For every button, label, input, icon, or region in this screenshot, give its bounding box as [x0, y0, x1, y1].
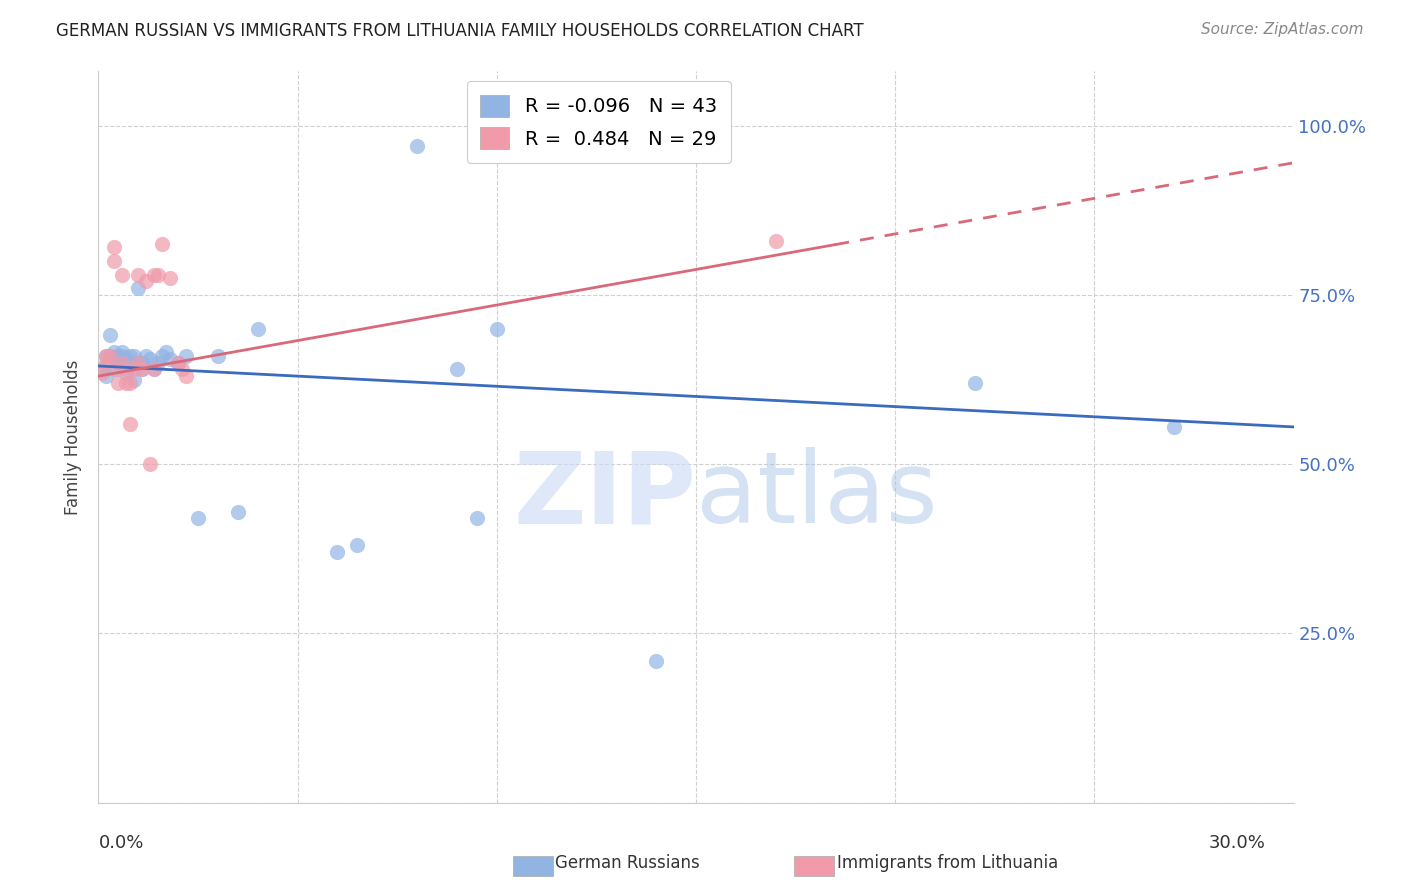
Point — [103, 254, 125, 268]
Point — [174, 349, 197, 363]
Point — [207, 349, 229, 363]
Text: ZIP: ZIP — [513, 447, 696, 544]
Point — [115, 376, 138, 390]
Point — [107, 355, 129, 369]
Point — [406, 139, 429, 153]
Point — [107, 362, 129, 376]
Point — [148, 268, 170, 282]
Point — [159, 271, 181, 285]
Point — [346, 538, 368, 552]
Text: 0.0%: 0.0% — [98, 834, 143, 852]
Point — [226, 505, 249, 519]
Point — [131, 362, 153, 376]
Point — [124, 362, 146, 376]
Point — [143, 362, 166, 376]
Point — [131, 355, 153, 369]
Point — [124, 349, 146, 363]
Point — [100, 328, 122, 343]
Point — [127, 268, 149, 282]
Text: Source: ZipAtlas.com: Source: ZipAtlas.com — [1201, 22, 1364, 37]
Y-axis label: Family Households: Family Households — [65, 359, 83, 515]
Text: German Russians: German Russians — [555, 855, 700, 872]
Point — [103, 345, 125, 359]
Point — [172, 362, 194, 376]
Point — [91, 362, 114, 376]
Point — [143, 362, 166, 376]
Point — [127, 355, 149, 369]
Point — [148, 355, 170, 369]
Point — [167, 355, 190, 369]
Legend: R = -0.096   N = 43, R =  0.484   N = 29: R = -0.096 N = 43, R = 0.484 N = 29 — [467, 81, 731, 163]
Point — [143, 268, 166, 282]
Point — [111, 345, 134, 359]
Point — [107, 349, 129, 363]
Point — [127, 355, 149, 369]
Point — [155, 345, 177, 359]
Point — [246, 322, 269, 336]
Point — [174, 369, 197, 384]
Point — [100, 349, 122, 363]
Point — [465, 511, 488, 525]
Point — [139, 352, 162, 367]
Point — [1163, 420, 1185, 434]
Point — [96, 369, 118, 384]
Point — [107, 376, 129, 390]
Point — [96, 349, 118, 363]
Text: Immigrants from Lithuania: Immigrants from Lithuania — [837, 855, 1057, 872]
Point — [139, 457, 162, 471]
Point — [111, 355, 134, 369]
Point — [150, 237, 173, 252]
Text: GERMAN RUSSIAN VS IMMIGRANTS FROM LITHUANIA FAMILY HOUSEHOLDS CORRELATION CHART: GERMAN RUSSIAN VS IMMIGRANTS FROM LITHUA… — [56, 22, 863, 40]
Point — [103, 362, 125, 376]
Point — [963, 376, 986, 390]
Point — [150, 349, 173, 363]
Point — [91, 366, 114, 380]
Point — [326, 545, 349, 559]
Point — [167, 355, 190, 369]
Point — [115, 352, 138, 367]
Point — [115, 366, 138, 380]
Point — [645, 654, 668, 668]
Point — [446, 362, 468, 376]
Point — [135, 274, 157, 288]
Text: atlas: atlas — [696, 447, 938, 544]
Point — [120, 417, 142, 431]
Point — [127, 281, 149, 295]
Point — [96, 355, 118, 369]
Point — [103, 240, 125, 254]
Point — [131, 362, 153, 376]
Point — [485, 322, 508, 336]
Point — [187, 511, 209, 525]
Point — [115, 362, 138, 376]
Point — [159, 352, 181, 367]
Point — [120, 376, 142, 390]
Point — [765, 234, 787, 248]
Point — [135, 349, 157, 363]
Point — [100, 349, 122, 363]
Text: 30.0%: 30.0% — [1209, 834, 1265, 852]
Point — [120, 359, 142, 373]
Point — [120, 349, 142, 363]
Point — [124, 372, 146, 386]
Point — [111, 268, 134, 282]
Point — [96, 349, 118, 363]
Point — [111, 349, 134, 363]
